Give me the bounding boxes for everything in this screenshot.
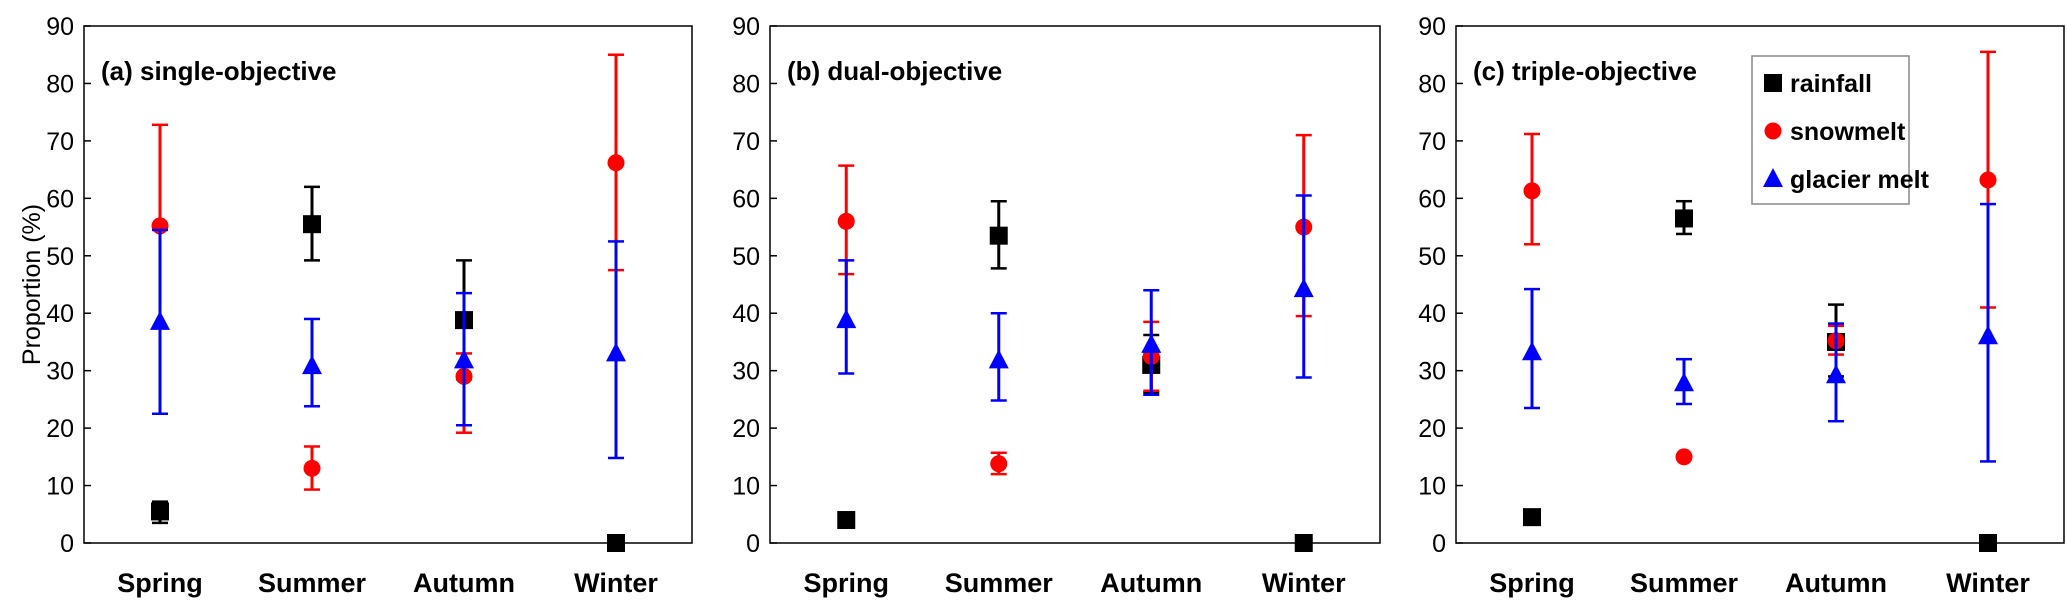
data-point-triangle [1674,372,1694,391]
y-tick-label: 30 [732,358,760,386]
y-tick-label: 0 [60,530,74,558]
data-point-triangle [1141,334,1161,353]
data-point-square [1979,534,1997,552]
y-tick-label: 70 [1418,128,1446,156]
data-point-triangle [454,349,474,368]
data-point-triangle [150,311,170,330]
y-tick-label: 50 [1418,243,1446,271]
legend: rainfall snowmelt glacier melt [1752,56,1930,204]
y-tick-label: 10 [1418,473,1446,501]
y-tick-label: 50 [46,243,74,271]
series-snowmelt [838,135,1313,474]
y-tick-label: 80 [732,70,760,98]
y-tick-label: 20 [732,415,760,443]
y-tick-label: 10 [46,473,74,501]
x-category-label: Autumn [413,568,515,598]
x-category-label: Winter [1946,568,2030,598]
series-rainfall [151,187,625,552]
x-category-label: Summer [945,568,1054,598]
data-point-triangle [989,349,1009,368]
plot-frame [770,26,1380,543]
legend-label: snowmelt [1790,118,1906,146]
data-point-circle [838,213,855,230]
series-snowmelt [152,55,625,490]
y-tick-label: 20 [1418,415,1446,443]
plot-frame [84,26,692,543]
panel-title: (a) single-objective [101,56,337,86]
y-tick-label: 70 [46,128,74,156]
series-glacier-melt [836,195,1314,400]
y-tick-label: 30 [46,358,74,386]
x-category-label: Summer [258,568,367,598]
y-tick-label: 60 [732,185,760,213]
data-point-triangle [1294,278,1314,297]
y-tick-label: 0 [746,530,760,558]
x-category-label: Winter [1262,568,1346,598]
data-point-square [1295,534,1313,552]
data-point-square [151,502,169,520]
data-point-triangle [606,342,626,361]
data-point-triangle [1978,325,1998,344]
data-point-triangle [836,309,856,328]
y-tick-label: 10 [732,473,760,501]
y-tick-label: 60 [1418,185,1446,213]
legend-marker-square [1764,74,1782,92]
x-category-label: Summer [1630,568,1739,598]
panel-c: 0 10 20 30 40 50 60 70 80 90 Spring Summer Autumn Win… [1418,13,2064,598]
y-tick-label: 20 [46,415,74,443]
data-point-circle [1676,448,1693,465]
data-point-triangle [1826,364,1846,383]
panel-title: (c) triple-objective [1473,56,1697,86]
legend-label: rainfall [1790,70,1872,98]
data-point-square [1675,209,1693,227]
x-category-label: Spring [804,568,890,598]
data-point-square [1523,508,1541,526]
y-tick-label: 40 [732,300,760,328]
x-category-label: Autumn [1785,568,1887,598]
data-point-triangle [302,355,322,374]
series-rainfall [837,201,1313,552]
y-tick-label: 80 [1418,70,1446,98]
data-point-circle [1524,182,1541,199]
y-axis-title: Proportion (%) [18,204,46,365]
legend-marker-circle [1765,123,1782,140]
data-point-circle [1980,171,1997,188]
y-tick-label: 60 [46,185,74,213]
panel-a: 0 10 20 30 40 50 60 70 80 90 Spring Summer Autumn Win… [18,13,692,598]
y-tick-label: 40 [1418,300,1446,328]
y-tick-label: 90 [732,13,760,41]
x-category-label: Winter [574,568,658,598]
panel-title: (b) dual-objective [787,56,1002,86]
data-point-square [303,215,321,233]
y-tick-label: 40 [46,300,74,328]
y-tick-label: 90 [46,13,74,41]
x-category-label: Spring [117,568,203,598]
x-category-label: Spring [1489,568,1575,598]
y-tick-label: 50 [732,243,760,271]
series-rainfall [1523,201,1997,552]
data-point-circle [608,154,625,171]
data-point-square [990,227,1008,245]
series-glacier-melt [1522,204,1998,461]
panel-b: 0 10 20 30 40 50 60 70 80 90 Spring Summer Autumn Win… [732,13,1380,598]
y-tick-label: 70 [732,128,760,156]
data-point-circle [990,455,1007,472]
y-tick-label: 30 [1418,358,1446,386]
legend-label: glacier melt [1790,166,1930,194]
y-tick-label: 90 [1418,13,1446,41]
y-tick-label: 0 [1432,530,1446,558]
data-point-square [837,511,855,529]
x-category-label: Autumn [1100,568,1202,598]
data-point-square [607,534,625,552]
series-glacier-melt [150,230,626,458]
data-point-circle [304,460,321,477]
y-tick-label: 80 [46,70,74,98]
data-point-triangle [1522,341,1542,360]
